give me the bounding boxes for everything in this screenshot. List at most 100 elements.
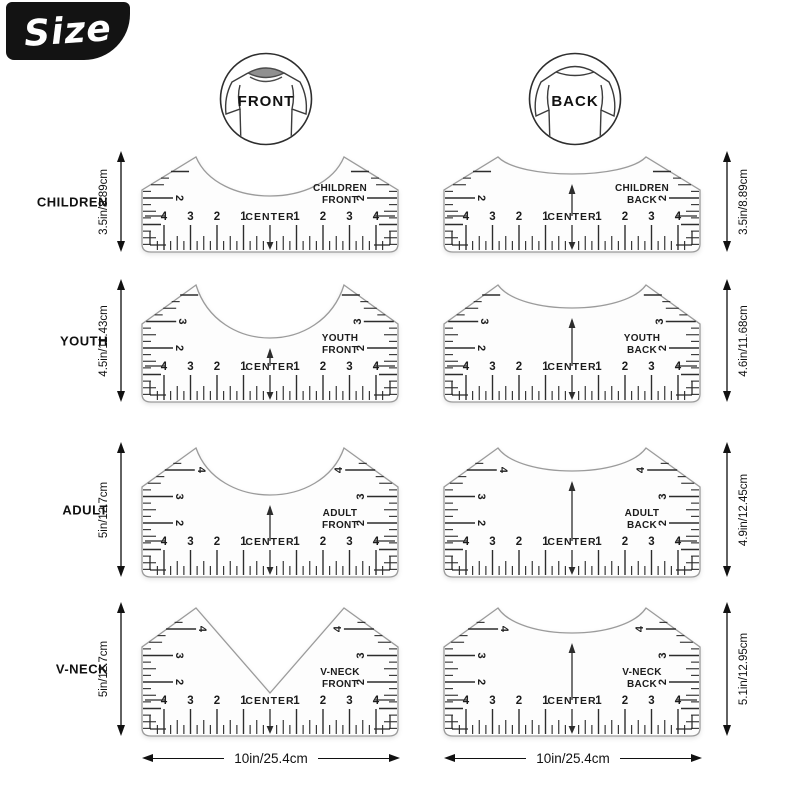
svg-text:1: 1 <box>542 361 549 373</box>
svg-text:2: 2 <box>173 195 185 201</box>
dimension-line <box>619 757 692 759</box>
svg-text:3: 3 <box>475 493 487 499</box>
row-label-youth: YOUTH <box>60 333 108 348</box>
size-row-children: CHILDREN 3.5in/8.89cm 4 3 2 1 1 2 3 4 CENTER 2 2 CH… <box>0 150 800 253</box>
svg-text:2: 2 <box>214 536 220 548</box>
front-view-label: FRONT <box>237 93 295 110</box>
height-dimension-children-right: 3.5in/8.89cm <box>718 150 754 253</box>
vertical-arrow <box>720 601 734 737</box>
svg-text:2: 2 <box>475 520 487 526</box>
center-arrow-down <box>568 726 576 734</box>
double-arrow-vertical <box>117 602 125 736</box>
svg-text:4: 4 <box>675 536 682 548</box>
ruler-title-line2: BACK <box>627 679 658 690</box>
svg-text:4: 4 <box>161 211 168 223</box>
svg-text:3: 3 <box>187 536 193 548</box>
svg-text:4: 4 <box>161 536 168 548</box>
vertical-arrow <box>720 441 734 578</box>
height-dimension-youth-left: 4.5in/11.43cm <box>94 278 130 403</box>
svg-text:3: 3 <box>478 318 490 324</box>
ruler-title-line2: FRONT <box>322 679 358 690</box>
svg-text:1: 1 <box>293 695 300 707</box>
svg-text:2: 2 <box>657 345 669 351</box>
vertical-arrow <box>114 441 128 578</box>
height-dimension-text: 3.5in/8.89cm <box>98 168 110 235</box>
svg-text:2: 2 <box>622 211 628 223</box>
tshirt-front-icon <box>219 52 313 146</box>
vertical-arrow <box>720 150 734 253</box>
svg-text:2: 2 <box>320 695 326 707</box>
svg-text:3: 3 <box>352 318 364 324</box>
svg-text:4: 4 <box>675 361 682 373</box>
svg-text:1: 1 <box>293 536 300 548</box>
ruler-adult-front: 4 3 2 1 1 2 3 4 CENTER 2 3 4 2 3 4 ADULT FRONT <box>140 441 400 578</box>
svg-text:3: 3 <box>346 211 352 223</box>
vertical-arrow <box>720 278 734 403</box>
ruler-title-line2: FRONT <box>322 195 358 206</box>
ruler-title-line1: CHILDREN <box>313 183 367 194</box>
svg-text:3: 3 <box>187 211 193 223</box>
svg-text:3: 3 <box>346 361 352 373</box>
svg-text:1: 1 <box>542 536 549 548</box>
double-arrow-vertical <box>723 151 731 252</box>
width-dimension-text: 10in/25.4cm <box>536 750 610 766</box>
arrow-right-icon <box>389 754 401 762</box>
svg-text:4: 4 <box>497 467 509 474</box>
center-arrow-down <box>568 392 576 400</box>
center-arrow-down <box>266 242 274 250</box>
arrow-left-icon <box>142 754 153 762</box>
arrow-right-icon <box>691 754 703 762</box>
front-view-circle: FRONT <box>219 52 313 146</box>
svg-text:1: 1 <box>293 211 300 223</box>
center-label: CENTER <box>245 211 294 223</box>
center-arrow-up <box>266 505 274 515</box>
ruler-title-line2: BACK <box>627 520 658 531</box>
height-dimension-text: 5in/12.7cm <box>98 481 110 538</box>
width-dimension-front: 10in/25.4cm <box>142 749 401 767</box>
vertical-arrow <box>114 278 128 403</box>
vertical-arrow <box>114 601 128 737</box>
svg-text:4: 4 <box>196 626 208 633</box>
ruler-title-line1: YOUTH <box>322 333 359 344</box>
size-badge-label: Size <box>22 7 114 55</box>
size-badge: Size <box>6 2 130 60</box>
svg-text:3: 3 <box>173 652 185 658</box>
height-dimension-text: 3.5in/8.89cm <box>738 168 750 235</box>
center-arrow-down <box>568 242 576 250</box>
svg-text:2: 2 <box>355 345 367 351</box>
svg-text:4: 4 <box>635 466 647 473</box>
vertical-arrow <box>114 150 128 253</box>
center-label: CENTER <box>245 695 294 707</box>
center-arrow-up <box>568 481 576 491</box>
svg-text:1: 1 <box>595 361 602 373</box>
center-label: CENTER <box>547 361 596 373</box>
svg-text:3: 3 <box>176 318 188 324</box>
svg-text:2: 2 <box>622 361 628 373</box>
ruler-title-line2: BACK <box>627 345 658 356</box>
ruler-children-back: 4 3 2 1 1 2 3 4 CENTER 2 2 CHILDREN BACK <box>442 150 702 253</box>
back-view-label: BACK <box>551 93 599 110</box>
svg-text:1: 1 <box>595 536 602 548</box>
svg-text:2: 2 <box>320 211 326 223</box>
height-dimension-text: 4.5in/11.43cm <box>98 304 110 377</box>
center-arrow-up <box>568 184 576 194</box>
svg-text:4: 4 <box>373 695 380 707</box>
dimension-line <box>153 757 225 759</box>
height-dimension-adult-left: 5in/12.7cm <box>94 441 130 578</box>
svg-text:1: 1 <box>240 361 247 373</box>
svg-text:2: 2 <box>214 361 220 373</box>
svg-text:1: 1 <box>542 211 549 223</box>
back-view-circle: BACK <box>528 52 622 146</box>
svg-text:1: 1 <box>240 695 247 707</box>
row-label-vneck: V-NECK <box>55 661 108 677</box>
tshirt-back-icon <box>528 52 622 146</box>
svg-text:2: 2 <box>657 195 669 201</box>
svg-text:4: 4 <box>463 695 470 707</box>
svg-text:3: 3 <box>355 493 367 499</box>
svg-text:2: 2 <box>657 520 669 526</box>
